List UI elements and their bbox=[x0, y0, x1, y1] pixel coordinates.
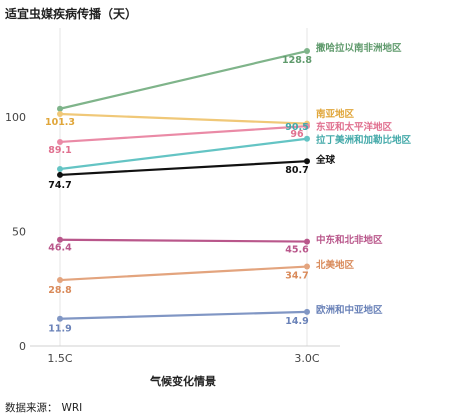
data-label: 74.7 bbox=[48, 180, 71, 191]
data-point bbox=[304, 263, 310, 270]
data-point bbox=[57, 138, 63, 145]
data-label: 80.7 bbox=[285, 165, 308, 176]
series-1: 101.3 南亚地区 bbox=[45, 108, 355, 128]
data-point bbox=[304, 308, 310, 315]
data-label: 14.9 bbox=[285, 316, 308, 327]
series-name-label: 全球 bbox=[315, 154, 336, 166]
data-label: 128.8 bbox=[282, 55, 312, 66]
data-point bbox=[304, 48, 310, 55]
axis-layer: 0 50 100 1.5C 3.0C bbox=[5, 28, 340, 365]
data-label: 46.4 bbox=[48, 243, 72, 254]
data-label: 34.7 bbox=[285, 271, 308, 282]
data-label: 11.9 bbox=[48, 324, 71, 335]
series-2: 89.1 96 东亚和太平洋地区 bbox=[48, 121, 392, 156]
data-point bbox=[57, 165, 63, 172]
chart-title: 适宜虫媒疾病传播（天） bbox=[5, 7, 138, 21]
series-line bbox=[58, 137, 309, 171]
series-line bbox=[58, 310, 309, 320]
data-point bbox=[304, 123, 310, 130]
series-5: 46.4 45.6 中东和北非地区 bbox=[48, 234, 383, 256]
series-line bbox=[58, 265, 309, 282]
data-point bbox=[57, 277, 63, 284]
series-line bbox=[58, 160, 309, 177]
data-point bbox=[304, 238, 310, 245]
series-name-label: 中东和北非地区 bbox=[316, 234, 383, 246]
data-label: 96 bbox=[290, 129, 304, 140]
x-axis-title: 气候变化情景 bbox=[149, 374, 216, 388]
data-point bbox=[57, 236, 63, 243]
data-label: 101.3 bbox=[45, 117, 75, 128]
series-name-label: 撒哈拉以南非洲地区 bbox=[316, 42, 402, 54]
y-tick-label: 100 bbox=[5, 111, 26, 124]
series-4: 74.7 80.7 全球 bbox=[48, 154, 335, 191]
x-tick-label: 3.0C bbox=[294, 352, 319, 365]
series-name-label: 东亚和太平洋地区 bbox=[316, 121, 393, 133]
data-label: 90.5 bbox=[285, 122, 308, 133]
y-tick-label: 50 bbox=[12, 226, 26, 239]
x-tick-label: 1.5C bbox=[47, 352, 72, 365]
series-line bbox=[58, 112, 309, 125]
series-line bbox=[58, 125, 309, 144]
data-point bbox=[304, 158, 310, 165]
data-point bbox=[57, 105, 63, 112]
series-name-label: 欧洲和中亚地区 bbox=[316, 304, 383, 316]
data-label: 45.6 bbox=[285, 245, 309, 256]
data-point bbox=[304, 135, 310, 142]
series-name-label: 南亚地区 bbox=[316, 108, 355, 120]
source-note: 数据来源： WRI bbox=[5, 400, 86, 415]
series-layer: 128.8撒哈拉以南非洲地区101.3南亚地区89.196东亚和太平洋地区90.… bbox=[45, 42, 412, 335]
data-point bbox=[57, 111, 63, 118]
series-line bbox=[58, 49, 309, 110]
series-7: 11.9 14.9 欧洲和中亚地区 bbox=[48, 304, 383, 335]
source-label: 数据来源： bbox=[5, 402, 58, 414]
source-value: WRI bbox=[61, 402, 83, 414]
data-point bbox=[57, 171, 63, 178]
series-6: 28.8 34.7 北美地区 bbox=[48, 259, 354, 296]
series-0: 128.8 撒哈拉以南非洲地区 bbox=[57, 42, 402, 112]
data-label: 28.8 bbox=[48, 285, 72, 296]
y-tick-label: 0 bbox=[19, 340, 26, 353]
series-3: 90.5 拉丁美洲和加勒比地区 bbox=[57, 122, 412, 172]
series-name-label: 拉丁美洲和加勒比地区 bbox=[316, 134, 412, 146]
data-point bbox=[57, 315, 63, 322]
series-name-label: 北美地区 bbox=[316, 259, 355, 271]
data-label: 89.1 bbox=[48, 145, 71, 156]
series-line bbox=[58, 238, 309, 243]
